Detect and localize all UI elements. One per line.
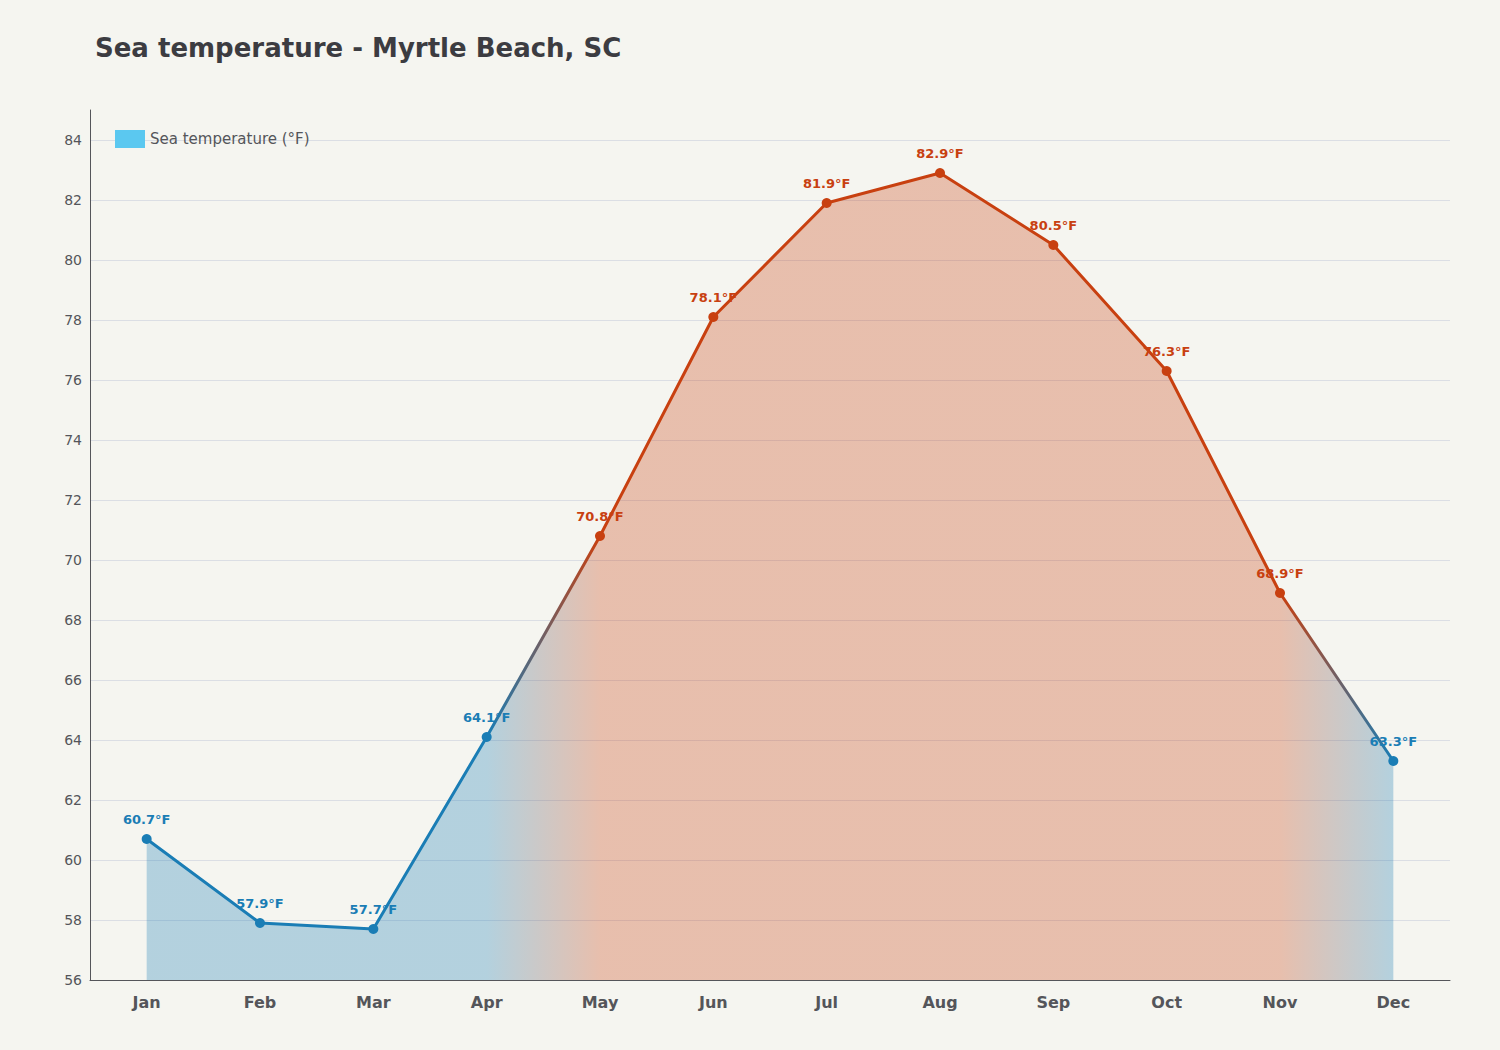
svg-text:57.7°F: 57.7°F [350, 902, 397, 917]
svg-text:63.3°F: 63.3°F [1370, 734, 1417, 749]
svg-text:78: 78 [64, 312, 82, 328]
svg-text:Mar: Mar [356, 993, 391, 1012]
svg-text:57.9°F: 57.9°F [236, 896, 283, 911]
svg-text:70.8°F: 70.8°F [576, 509, 623, 524]
svg-text:Jul: Jul [814, 993, 838, 1012]
svg-text:68.9°F: 68.9°F [1256, 566, 1303, 581]
svg-text:74: 74 [64, 432, 82, 448]
svg-text:Dec: Dec [1377, 993, 1411, 1012]
svg-text:Nov: Nov [1263, 993, 1298, 1012]
svg-text:76: 76 [64, 372, 82, 388]
svg-text:64.1°F: 64.1°F [463, 710, 510, 725]
svg-text:Sep: Sep [1036, 993, 1070, 1012]
svg-text:68: 68 [64, 612, 82, 628]
svg-text:60.7°F: 60.7°F [123, 812, 170, 827]
svg-text:58: 58 [64, 912, 82, 928]
svg-text:60: 60 [64, 852, 82, 868]
svg-text:Jun: Jun [698, 993, 728, 1012]
svg-text:Sea temperature - Myrtle Beach: Sea temperature - Myrtle Beach, SC [95, 33, 621, 63]
svg-text:Feb: Feb [244, 993, 277, 1012]
svg-text:84: 84 [64, 132, 82, 148]
svg-text:62: 62 [64, 792, 82, 808]
svg-text:80: 80 [64, 252, 82, 268]
svg-text:72: 72 [64, 492, 82, 508]
svg-text:Apr: Apr [471, 993, 503, 1012]
svg-text:Oct: Oct [1151, 993, 1182, 1012]
svg-text:Sea temperature (°F): Sea temperature (°F) [150, 130, 310, 148]
svg-text:66: 66 [64, 672, 82, 688]
svg-text:70: 70 [64, 552, 82, 568]
svg-text:May: May [582, 993, 619, 1012]
svg-text:76.3°F: 76.3°F [1143, 344, 1190, 359]
svg-text:82: 82 [64, 192, 82, 208]
svg-text:56: 56 [64, 972, 82, 988]
svg-text:Aug: Aug [922, 993, 957, 1012]
svg-text:78.1°F: 78.1°F [690, 290, 737, 305]
svg-text:80.5°F: 80.5°F [1030, 218, 1077, 233]
svg-text:81.9°F: 81.9°F [803, 176, 850, 191]
svg-text:64: 64 [64, 732, 82, 748]
svg-text:Jan: Jan [132, 993, 161, 1012]
svg-text:82.9°F: 82.9°F [916, 146, 963, 161]
